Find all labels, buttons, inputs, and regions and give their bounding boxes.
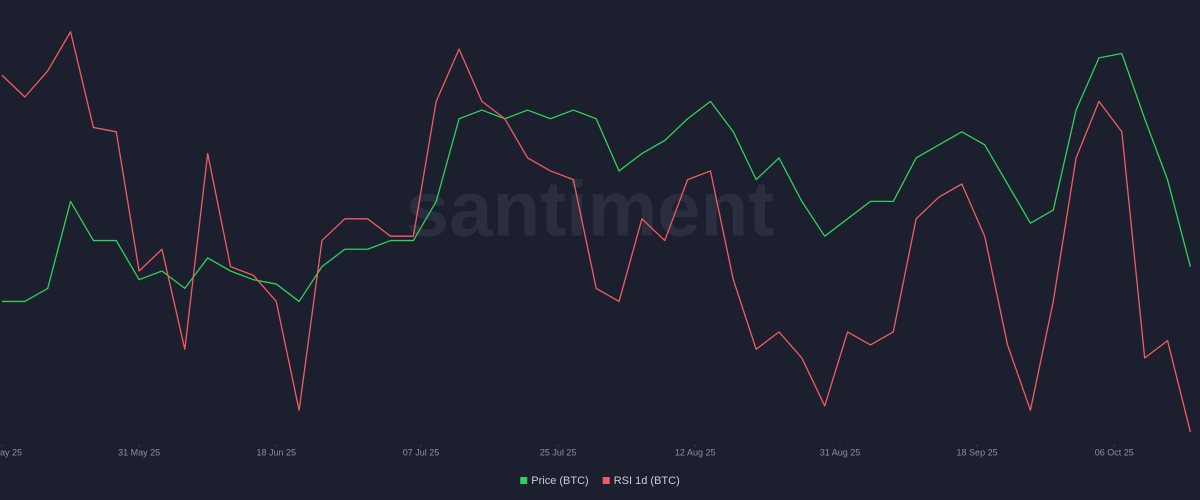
x-tick-label: 18 Jun 25	[256, 447, 296, 457]
legend: Price (BTC) RSI 1d (BTC)	[520, 475, 680, 487]
x-tick-label: 25 Jul 25	[540, 447, 577, 457]
x-tick-label: 31 May 25	[118, 447, 160, 457]
x-tick-label: 12 Aug 25	[675, 447, 716, 457]
x-tick-label: 31 Aug 25	[820, 447, 861, 457]
x-tick-label: 07 Jul 25	[403, 447, 440, 457]
legend-swatch	[602, 477, 610, 484]
x-tick-label: 18 Sep 25	[957, 447, 998, 457]
series-line	[1, 31, 1192, 433]
x-tick-label: ay 25	[0, 447, 22, 457]
legend-swatch	[520, 477, 528, 484]
legend-label: Price (BTC)	[531, 475, 588, 487]
x-tick-label: 06 Oct 25	[1095, 447, 1134, 457]
legend-label: RSI 1d (BTC)	[614, 475, 680, 487]
series-line	[2, 52, 1192, 303]
